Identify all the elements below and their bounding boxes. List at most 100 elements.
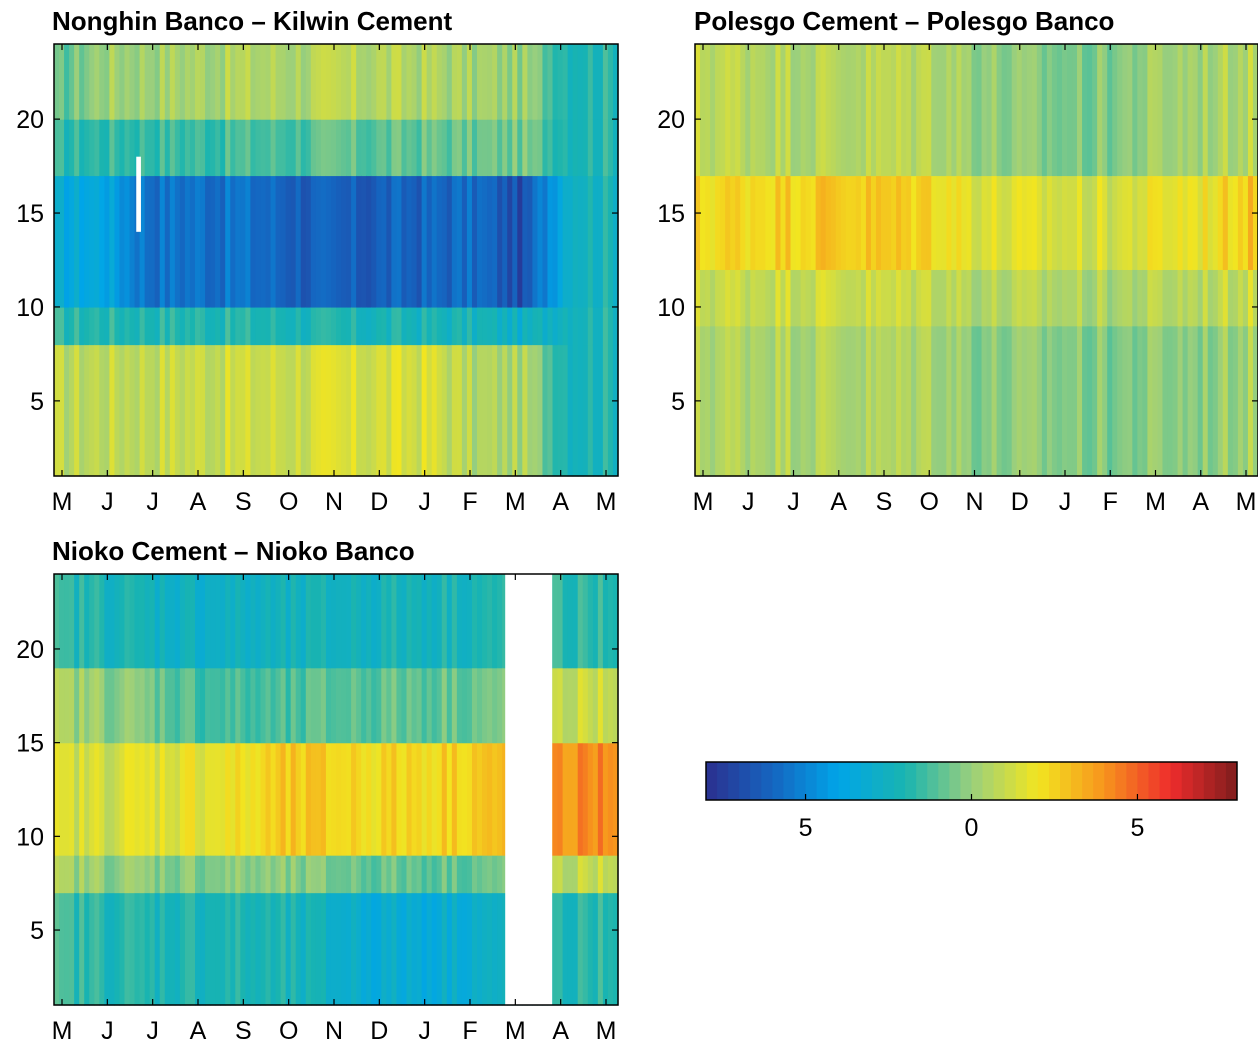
heatmap-cell	[129, 344, 136, 477]
heatmap-cell	[1247, 44, 1254, 177]
heatmap-cell	[1056, 44, 1063, 177]
heatmap-cell	[336, 892, 342, 1006]
heatmap-cell	[1137, 175, 1143, 270]
heatmap-cell	[446, 667, 453, 744]
heatmap-cell	[497, 175, 503, 308]
heatmap-cell	[195, 175, 201, 308]
heatmap-cell	[901, 269, 907, 327]
x-tick-label: O	[279, 1017, 298, 1045]
heatmap-cell	[497, 742, 503, 856]
heatmap-cell	[765, 44, 772, 177]
heatmap-cell	[260, 119, 267, 177]
heatmap-cell	[607, 855, 614, 894]
heatmap-cell	[184, 344, 191, 477]
colorbar-swatch	[838, 762, 851, 800]
heatmap-cell	[74, 892, 80, 1006]
heatmap-cell	[215, 742, 221, 856]
heatmap-cell	[59, 855, 65, 894]
colorbar-swatch	[1060, 762, 1072, 800]
heatmap-cell	[946, 269, 952, 327]
heatmap-cell	[159, 742, 166, 856]
heatmap-cell	[537, 344, 544, 477]
heatmap-cell	[386, 344, 392, 477]
heatmap-cell	[245, 574, 251, 669]
heatmap-cell	[255, 855, 262, 894]
heatmap-cell	[174, 344, 181, 477]
heatmap-cell	[285, 344, 292, 477]
heatmap-cell	[936, 325, 942, 477]
heatmap-cell	[336, 119, 342, 177]
heatmap-cell	[189, 44, 196, 120]
heatmap-cell	[371, 574, 377, 669]
heatmap-cell	[94, 742, 100, 856]
heatmap-cell	[200, 855, 206, 894]
heatmap-cell	[557, 119, 564, 177]
heatmap-cell	[295, 175, 302, 308]
heatmap-cell	[451, 574, 458, 669]
heatmap-cell	[840, 325, 847, 477]
heatmap-cell	[951, 44, 957, 177]
heatmap-cell	[1187, 44, 1194, 177]
heatmap-cell	[906, 44, 912, 177]
heatmap-cell	[587, 175, 594, 308]
heatmap-cell	[336, 175, 342, 308]
heatmap-cell	[94, 175, 100, 308]
heatmap-cell	[1026, 44, 1033, 177]
heatmap-cell	[149, 667, 156, 744]
heatmap-cell	[1041, 175, 1048, 270]
heatmap-cell	[225, 344, 231, 477]
heatmap-cell	[59, 892, 65, 1006]
heatmap-cell	[320, 667, 327, 744]
heatmap-cell	[210, 892, 216, 1006]
heatmap-cell	[330, 306, 337, 346]
heatmap-cell	[451, 175, 458, 308]
heatmap-cell	[477, 855, 483, 894]
heatmap-cell	[911, 44, 917, 177]
heatmap-cell	[255, 175, 262, 308]
heatmap-cell	[592, 119, 599, 177]
heatmap-cell	[174, 44, 181, 120]
heatmap-cell	[431, 667, 438, 744]
heatmap-cell	[114, 667, 121, 744]
heatmap-cell	[800, 269, 807, 327]
y-tick-label: 15	[16, 200, 44, 228]
heatmap-cell	[406, 574, 413, 669]
heatmap-cell	[532, 44, 539, 120]
heatmap-cell	[840, 44, 847, 177]
heatmap-cell	[1061, 175, 1068, 270]
heatmap-cell	[169, 175, 176, 308]
heatmap-cell	[770, 44, 777, 177]
x-tick-label: M	[693, 488, 714, 516]
heatmap-cell	[592, 742, 599, 856]
heatmap-cell	[124, 574, 131, 669]
heatmap-cell	[436, 175, 443, 308]
heatmap-cell	[406, 306, 413, 346]
heatmap-cell	[981, 269, 988, 327]
heatmap-cell	[1202, 325, 1209, 477]
heatmap-cell	[109, 892, 116, 1006]
heatmap-cell	[1072, 44, 1078, 177]
heatmap-cell	[134, 667, 141, 744]
heatmap-cell	[607, 574, 614, 669]
heatmap-cell	[1006, 175, 1013, 270]
heatmap-cell	[471, 855, 478, 894]
heatmap-cell	[275, 44, 282, 120]
heatmap-cell	[386, 855, 392, 894]
heatmap-cell	[69, 855, 75, 894]
heatmap-cell	[411, 855, 418, 894]
heatmap-cell	[169, 306, 176, 346]
heatmap-cell	[1011, 175, 1018, 270]
heatmap-cell	[1031, 175, 1038, 270]
heatmap-cell	[1147, 44, 1154, 177]
heatmap-cell	[482, 44, 488, 120]
heatmap-cell	[845, 175, 852, 270]
plot-frame	[53, 43, 619, 477]
heatmap-cell	[406, 175, 413, 308]
heatmap-cell	[124, 892, 131, 1006]
heatmap-cell	[1222, 325, 1229, 477]
heatmap-cell	[79, 892, 85, 1006]
heatmap-cell	[1132, 44, 1138, 177]
heatmap-cell	[109, 574, 116, 669]
colorbar-swatch	[1203, 762, 1216, 800]
heatmap-cell	[612, 344, 619, 477]
